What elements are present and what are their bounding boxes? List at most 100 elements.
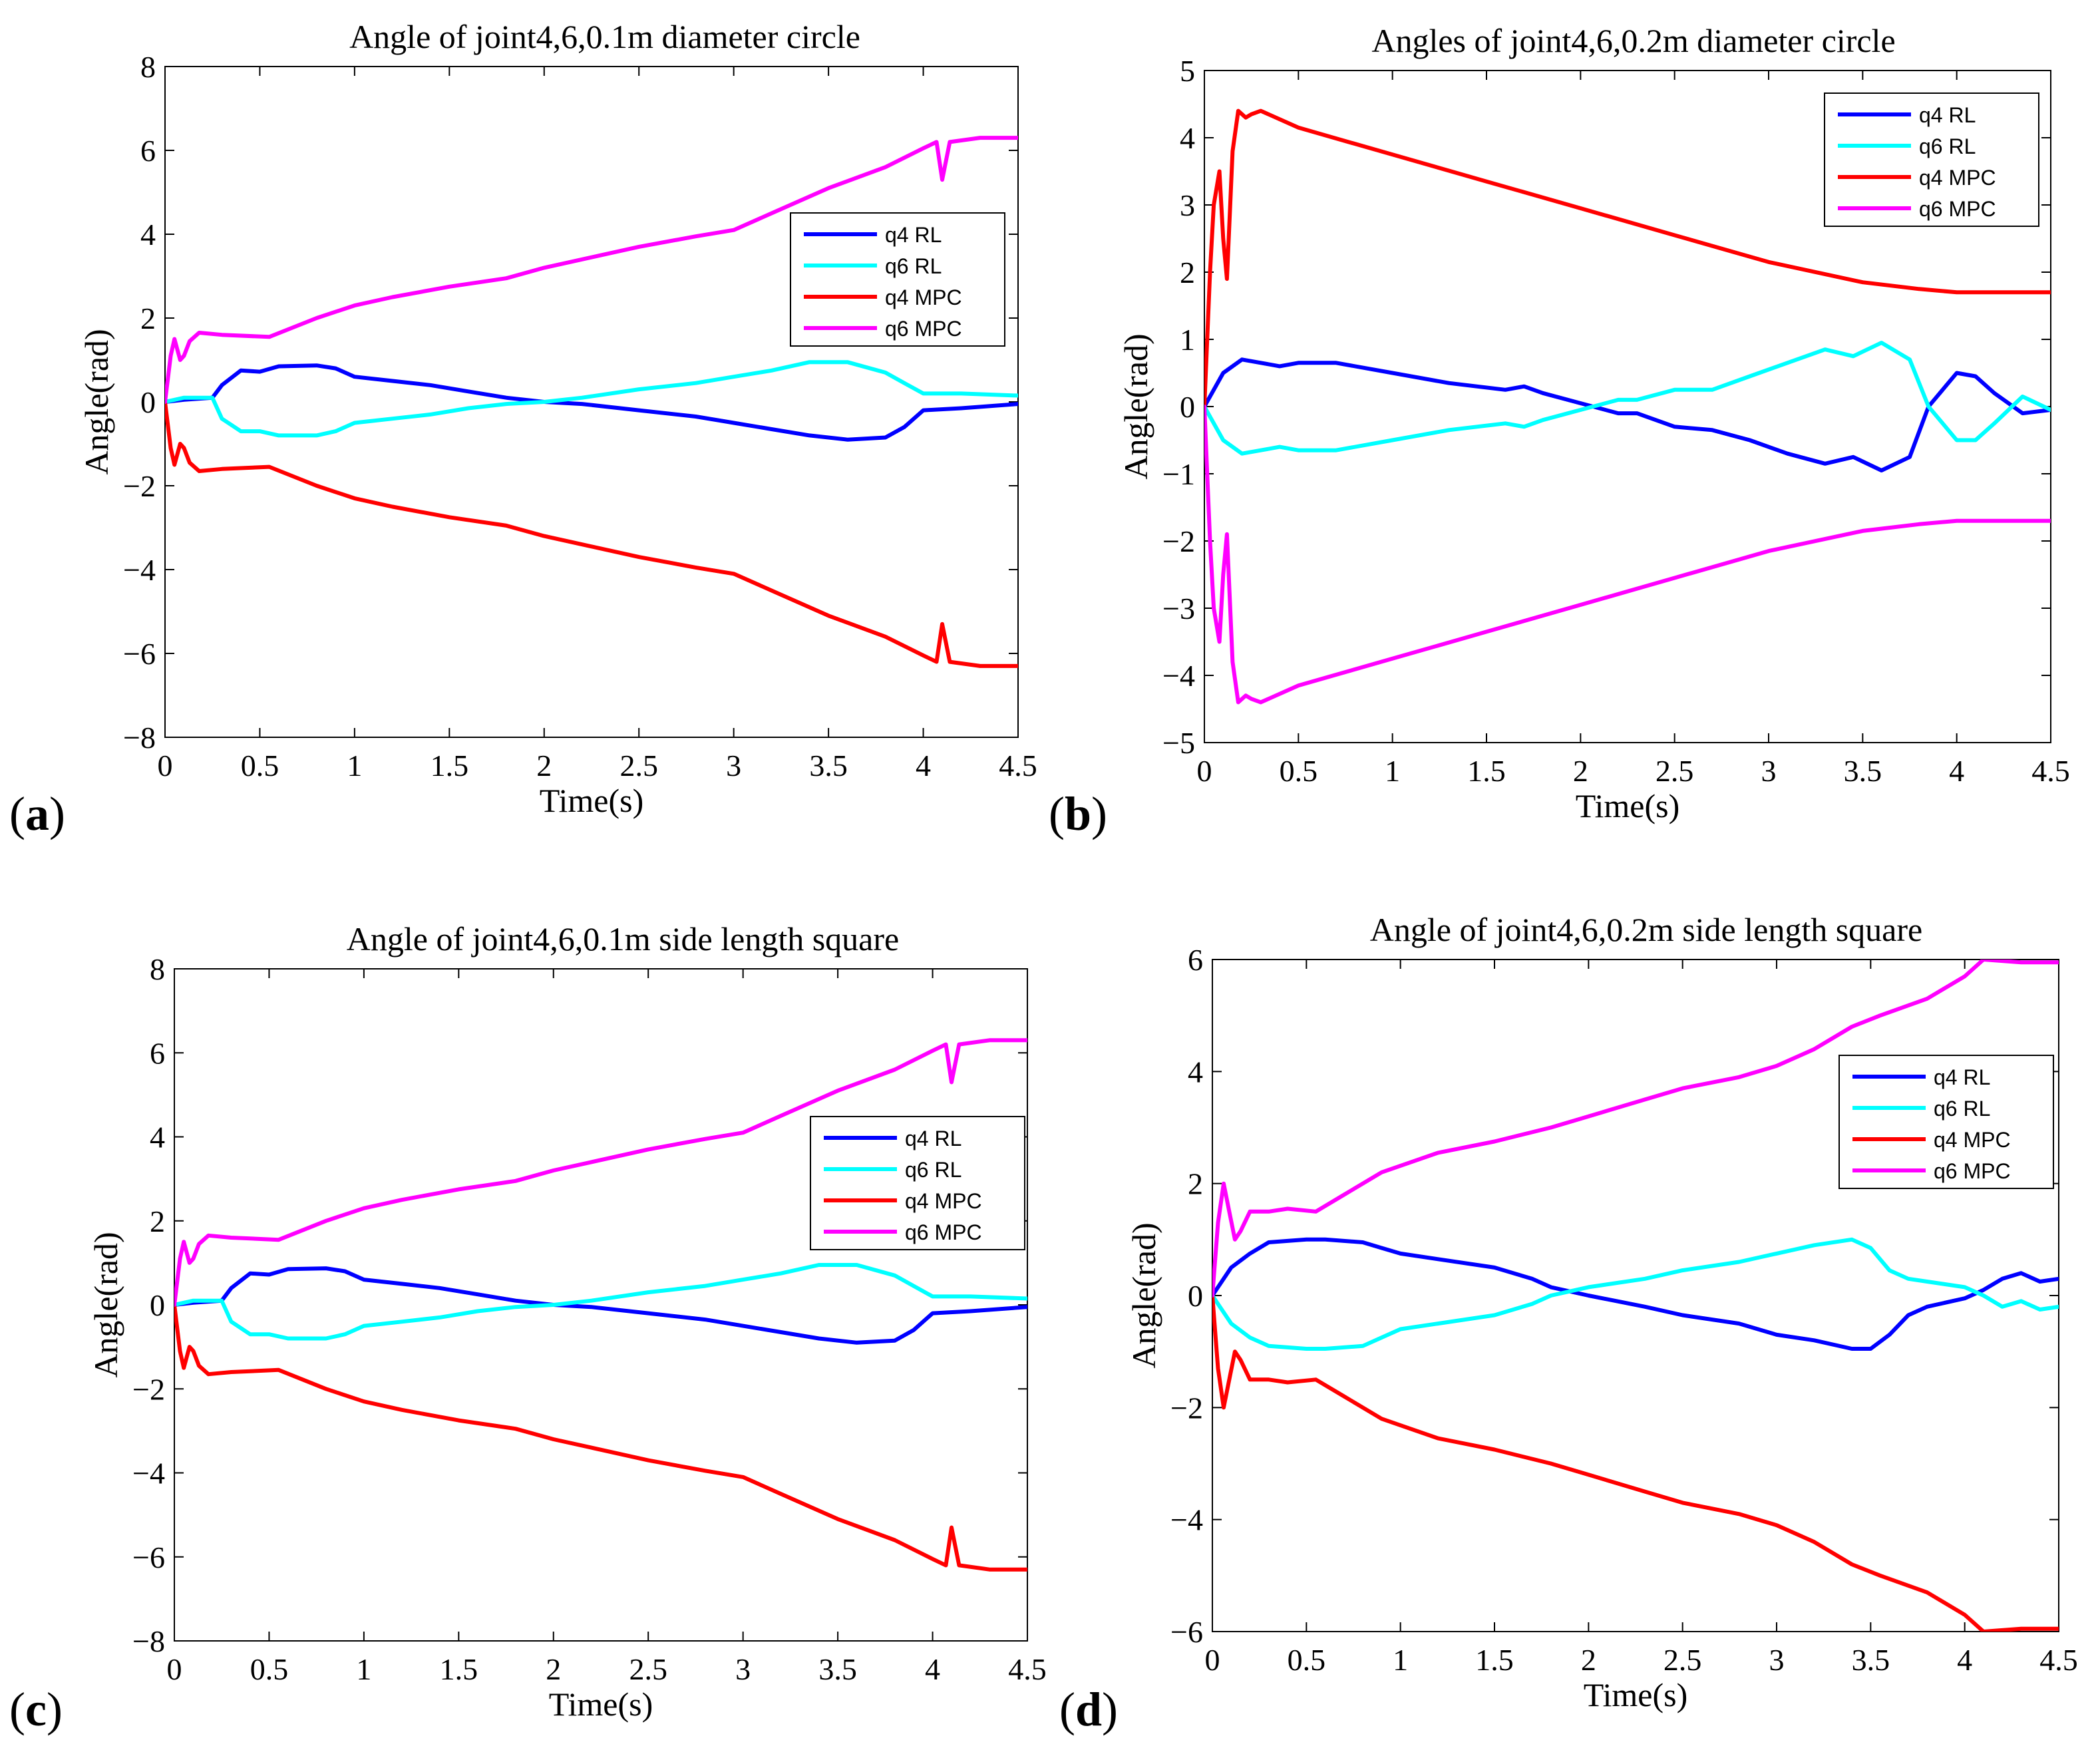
panel-label-c: (c) (9, 1683, 63, 1736)
series-line-q6-mpc-c (174, 1038, 1027, 1307)
chart-title-a: Angle of joint4,6,0.1m diameter circle (349, 18, 860, 55)
series-line-q4-mpc-c (174, 1303, 1027, 1572)
x-tick-label-c: 0 (167, 1652, 182, 1686)
x-tick-label-c: 0.5 (250, 1652, 289, 1686)
legend-label-b: q4 MPC (1919, 166, 1996, 190)
x-tick-label-a: 0 (158, 749, 173, 783)
series-line-q6-mpc-a (165, 136, 1018, 404)
x-tick-label-b: 0.5 (1280, 754, 1318, 788)
y-tick-label-d: −2 (1170, 1391, 1203, 1425)
y-tick-label-a: −2 (123, 469, 156, 503)
x-tick-label-d: 1 (1393, 1643, 1408, 1677)
x-tick-label-c: 3.5 (818, 1652, 857, 1686)
series-line-q4-rl-d (1212, 1237, 2059, 1351)
x-axis-label-d: Time(s) (1584, 1676, 1688, 1713)
series-line-q6-rl-b (1204, 341, 2051, 456)
legend-label-a: q4 MPC (885, 285, 962, 309)
y-tick-label-b: 1 (1180, 323, 1195, 357)
x-tick-label-d: 0 (1205, 1643, 1220, 1677)
y-tick-label-b: 4 (1180, 121, 1195, 155)
plot-frame-a (164, 66, 1019, 738)
x-tick-label-a: 2.5 (619, 749, 658, 783)
x-tick-label-d: 4.5 (2039, 1643, 2078, 1677)
x-tick-label-c: 3 (735, 1652, 751, 1686)
x-tick-label-c: 4 (925, 1652, 940, 1686)
chart-panel-c: 0 0.5 1 1.5 2 2.5 3 3.5 4 4.5 −8 −6 −4 −2 0 2 4 6 8 Angle o… (87, 920, 1047, 1723)
x-axis-label-a: Time(s) (540, 782, 644, 819)
series-line-q6-mpc-d (1212, 960, 2059, 1298)
y-tick-label-b: 0 (1180, 390, 1195, 424)
chart-title-c: Angle of joint4,6,0.1m side length squar… (347, 920, 899, 958)
y-axis-label-d: Angle(rad) (1125, 1222, 1162, 1368)
legend-d: q4 RL q6 RL q4 MPC q6 MPC (1838, 1055, 2054, 1189)
x-axis-label-b: Time(s) (1576, 787, 1680, 824)
legend-label-c: q6 MPC (905, 1220, 982, 1244)
y-tick-label-a: 6 (140, 134, 156, 168)
legend-label-b: q6 RL (1919, 134, 1976, 158)
legend-label-c: q4 RL (905, 1127, 962, 1150)
x-tick-label-c: 4.5 (1008, 1652, 1047, 1686)
legend-label-c: q6 RL (905, 1158, 962, 1182)
y-tick-label-a: −8 (123, 721, 156, 755)
plot-frame-c (174, 968, 1028, 1642)
legend-label-d: q6 RL (1934, 1097, 1990, 1121)
y-tick-label-d: 0 (1188, 1279, 1203, 1313)
y-tick-label-c: −6 (132, 1540, 165, 1574)
x-tick-label-a: 1 (347, 749, 362, 783)
series-line-q6-mpc-b (1204, 405, 2051, 705)
x-tick-label-c: 2.5 (629, 1652, 667, 1686)
y-tick-label-a: −4 (123, 553, 156, 587)
y-tick-label-a: 0 (140, 385, 156, 419)
x-tick-label-b: 1.5 (1467, 754, 1506, 788)
x-tick-label-b: 4 (1949, 754, 1964, 788)
y-tick-label-d: 4 (1188, 1055, 1203, 1089)
y-tick-label-b: 5 (1180, 54, 1195, 88)
y-tick-label-c: 6 (150, 1036, 165, 1070)
x-tick-label-b: 2.5 (1656, 754, 1694, 788)
series-line-q6-rl-c (174, 1263, 1027, 1341)
y-tick-label-c: 0 (150, 1288, 165, 1322)
x-tick-label-d: 2.5 (1663, 1643, 1702, 1677)
legend-a: q4 RL q6 RL q4 MPC q6 MPC (790, 212, 1005, 347)
x-tick-label-a: 3 (726, 749, 741, 783)
x-tick-label-b: 3 (1761, 754, 1777, 788)
x-tick-label-a: 1.5 (431, 749, 469, 783)
legend-c: q4 RL q6 RL q4 MPC q6 MPC (810, 1116, 1025, 1250)
x-tick-label-c: 2 (546, 1652, 561, 1686)
x-axis-label-c: Time(s) (549, 1685, 653, 1723)
series-line-q4-rl-b (1204, 357, 2051, 472)
x-tick-label-b: 4.5 (2031, 754, 2070, 788)
y-tick-label-c: −4 (132, 1457, 165, 1491)
y-tick-label-b: −5 (1162, 726, 1195, 760)
x-tick-label-d: 3 (1769, 1643, 1785, 1677)
y-tick-label-a: 4 (140, 218, 156, 252)
y-tick-label-b: −1 (1162, 457, 1195, 491)
chart-title-d: Angle of joint4,6,0.2m side length squar… (1370, 911, 1922, 948)
x-tick-label-d: 2 (1581, 1643, 1596, 1677)
x-tick-label-a: 0.5 (241, 749, 279, 783)
y-tick-label-b: 3 (1180, 188, 1195, 222)
legend-label-a: q4 RL (885, 223, 942, 247)
y-tick-label-b: 2 (1180, 256, 1195, 289)
legend-label-a: q6 RL (885, 254, 942, 278)
series-line-q6-rl-a (165, 360, 1018, 438)
chart-panel-d: 0 0.5 1 1.5 2 2.5 3 3.5 4 4.5 −6 −4 −2 0 2 4 6 Angle of j… (1125, 911, 2078, 1713)
y-tick-label-a: 2 (140, 301, 156, 335)
legend-label-c: q4 MPC (905, 1189, 982, 1213)
x-tick-label-d: 4 (1957, 1643, 1972, 1677)
y-tick-label-b: −4 (1162, 659, 1195, 693)
y-tick-label-c: −8 (132, 1624, 165, 1658)
panel-label-d: (d) (1059, 1683, 1119, 1736)
x-tick-label-c: 1.5 (440, 1652, 478, 1686)
y-tick-label-d: −6 (1170, 1615, 1203, 1649)
y-axis-label-b: Angle(rad) (1117, 333, 1154, 479)
y-tick-label-d: 2 (1188, 1167, 1203, 1201)
x-tick-label-d: 0.5 (1288, 1643, 1326, 1677)
y-tick-label-a: 8 (140, 50, 156, 84)
chart-panel-b: 0 0.5 1 1.5 2 2.5 3 3.5 4 4.5 −5 −4 −3 −2 −1 0 1 2 3 4 5 Angl… (1117, 22, 2070, 824)
y-tick-label-a: −6 (123, 637, 156, 671)
legend-label-a: q6 MPC (885, 317, 962, 341)
panel-label-a: (a) (9, 787, 65, 840)
y-tick-label-b: −3 (1162, 592, 1195, 625)
